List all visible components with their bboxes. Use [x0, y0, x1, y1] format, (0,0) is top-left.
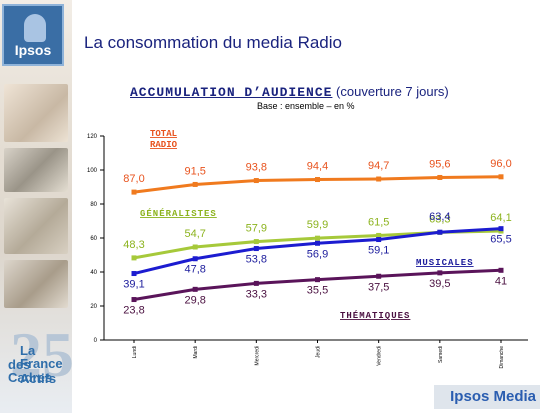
- data-label: 87,0: [123, 173, 144, 185]
- data-point: [315, 177, 320, 183]
- data-label: 23,8: [123, 305, 144, 317]
- data-label: 54,7: [184, 228, 205, 240]
- data-point: [192, 286, 198, 292]
- left-photo-strip: Ipsos 25 La France des Cadres Actifs: [0, 0, 74, 413]
- data-label: 57,9: [246, 223, 267, 235]
- anniversary-line-2: des Cadres: [8, 357, 53, 385]
- data-point: [315, 235, 320, 241]
- logo-text: Ipsos: [14, 42, 52, 58]
- data-label: 37,5: [368, 281, 389, 293]
- anniversary-number: 25: [10, 319, 74, 390]
- data-point: [131, 255, 137, 261]
- data-label: 47,8: [184, 264, 205, 276]
- y-tick-label: 40: [90, 270, 97, 276]
- data-point: [498, 174, 504, 180]
- chart-title: ACCUMULATION D’AUDIENCE (couverture 7 jo…: [0, 84, 541, 100]
- anniversary-line-1: La France: [20, 343, 63, 371]
- data-point: [253, 178, 259, 184]
- data-point: [498, 267, 504, 273]
- anniversary-badge: 25 La France des Cadres Actifs: [4, 312, 74, 408]
- data-label: 29,8: [184, 294, 205, 306]
- y-tick-label: 80: [90, 202, 97, 208]
- data-label: 91,5: [184, 165, 205, 177]
- data-point: [131, 297, 137, 303]
- ipsos-media-brand: Ipsos Media: [434, 385, 540, 409]
- x-tick-label: Mercredi: [254, 346, 260, 365]
- y-tick-label: 0: [94, 338, 98, 344]
- data-label: 63,3: [429, 213, 450, 225]
- data-label: 94,7: [368, 160, 389, 172]
- data-point: [376, 176, 382, 182]
- data-point: [376, 232, 382, 238]
- data-label: 53,8: [246, 254, 267, 266]
- data-point: [131, 189, 137, 195]
- chart-title-sub: (couverture 7 jours): [332, 84, 449, 99]
- data-point: [498, 226, 504, 232]
- data-label: 63,4: [429, 211, 450, 223]
- data-point: [376, 237, 382, 243]
- y-tick-label: 100: [87, 168, 98, 174]
- data-label: 33,3: [246, 288, 267, 300]
- x-tick-label: Samedi: [438, 346, 444, 363]
- data-label: 96,0: [490, 158, 511, 170]
- data-label: 59,9: [307, 219, 328, 231]
- data-label: 61,5: [368, 216, 389, 228]
- series-name-radio: RADIO: [150, 140, 178, 150]
- photo-1: [4, 84, 68, 142]
- x-tick-label: Lundi: [132, 346, 138, 358]
- data-point: [315, 277, 320, 283]
- data-point: [437, 270, 443, 276]
- y-tick-label: 120: [87, 134, 98, 140]
- data-point: [253, 239, 259, 245]
- data-point: [192, 181, 198, 187]
- data-label: 64,1: [490, 212, 511, 224]
- data-point: [437, 229, 443, 235]
- x-tick-label: Vendredi: [377, 346, 383, 366]
- data-label: 39,1: [123, 279, 144, 291]
- series-name-generalistes: GÉNÉRALISTES: [140, 208, 217, 219]
- data-point: [253, 280, 259, 286]
- chart-base-note: Base : ensemble – en %: [257, 101, 355, 111]
- photo-2: [4, 148, 68, 192]
- data-point: [437, 174, 443, 180]
- data-point: [253, 246, 259, 252]
- data-label: 93,8: [246, 162, 267, 174]
- data-label: 56,9: [307, 248, 328, 260]
- x-tick-label: Dimanche: [499, 346, 505, 369]
- data-label: 94,4: [307, 161, 328, 173]
- page-title: La consommation du media Radio: [84, 33, 342, 52]
- data-label: 65,5: [490, 234, 511, 246]
- data-label: 48,3: [123, 239, 144, 251]
- photo-4: [4, 260, 68, 308]
- data-label: 35,5: [307, 285, 328, 297]
- data-point: [192, 244, 198, 250]
- data-point: [131, 271, 137, 277]
- series-name-thematiques: THÉMATIQUES: [340, 310, 410, 321]
- series-name-musicales: MUSICALES: [416, 258, 474, 268]
- series-name-total: TOTAL: [150, 129, 177, 139]
- data-point: [376, 273, 382, 279]
- data-label: 41: [495, 275, 507, 287]
- y-tick-label: 60: [90, 236, 97, 242]
- photo-3: [4, 198, 68, 254]
- x-tick-label: Mardi: [193, 346, 199, 359]
- ipsos-logo: Ipsos: [2, 4, 64, 66]
- data-point: [192, 256, 198, 262]
- series-4: 23,8 29,8 33,3 35,5 37,5 39,5 41: [123, 267, 507, 317]
- series-3: 39,1 47,8 53,8 56,9 59,1 63,4 65,5: [123, 211, 511, 290]
- series-1: 87,0 91,5 93,8 94,4 94,7 95,6 96,0: [123, 158, 512, 195]
- data-label: 95,6: [429, 158, 450, 170]
- x-tick-label: Jeudi: [316, 346, 322, 358]
- chart-title-main: ACCUMULATION D’AUDIENCE: [130, 85, 333, 100]
- data-point: [315, 240, 320, 246]
- data-label: 39,5: [429, 278, 450, 290]
- data-label: 59,1: [368, 245, 389, 257]
- anniversary-line-3: Actifs: [20, 371, 57, 386]
- logo-mark-icon: [24, 14, 46, 42]
- y-tick-label: 20: [90, 304, 97, 310]
